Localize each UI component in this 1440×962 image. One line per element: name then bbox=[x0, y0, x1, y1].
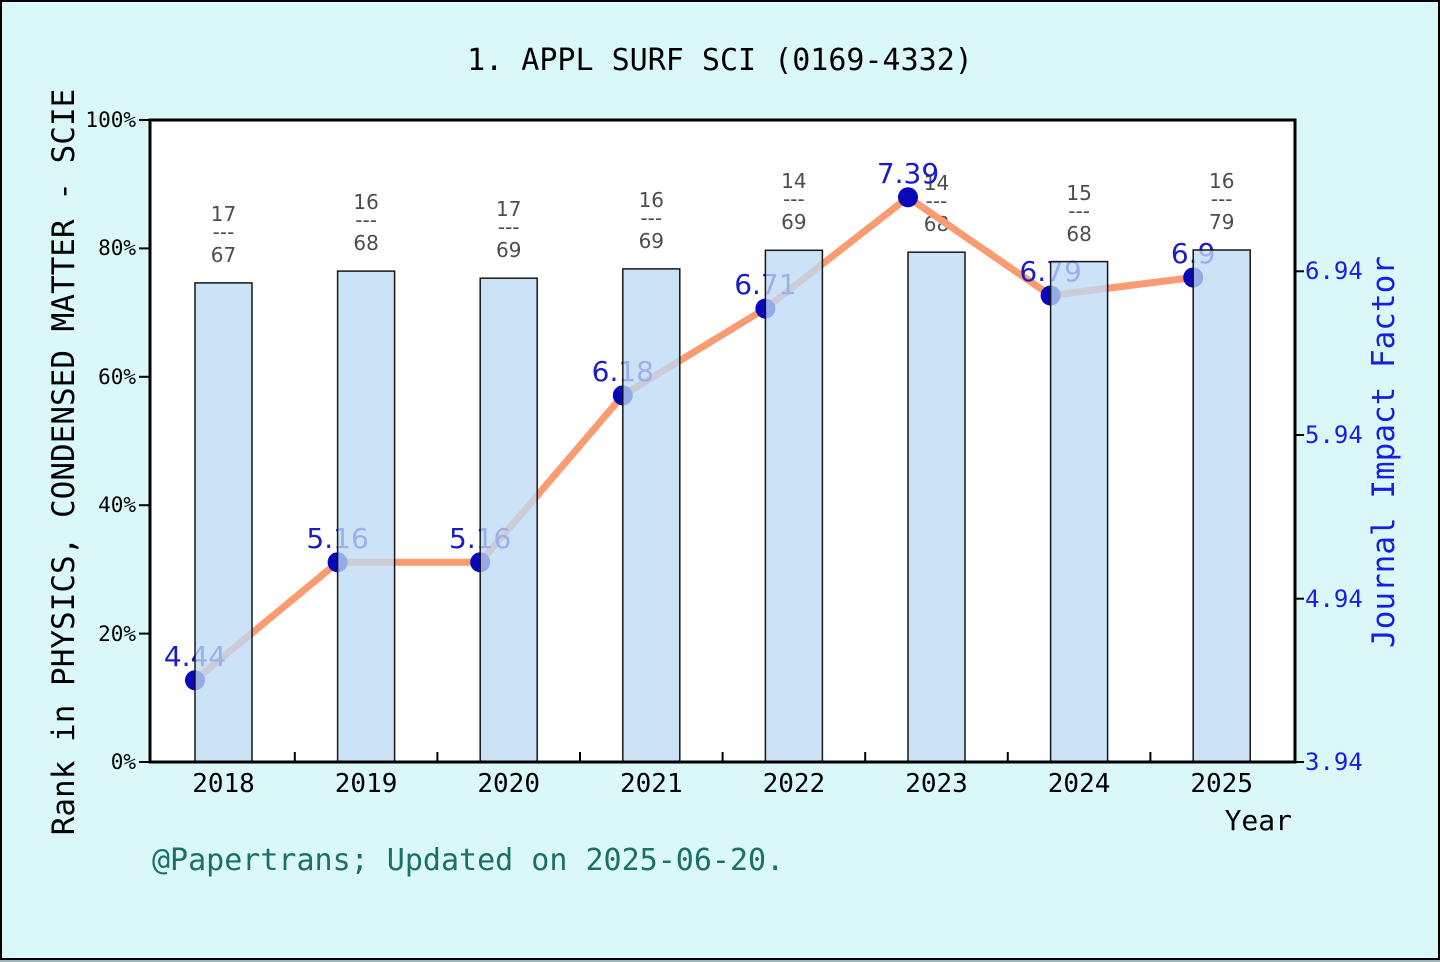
bar-2019 bbox=[336, 270, 396, 763]
fraction-2019-denominator: 68 bbox=[353, 231, 378, 255]
bar-2018 bbox=[194, 282, 253, 763]
rank-fraction-labels: 17 --- 67 16 --- 68 17 --- 69 16 --- 69 … bbox=[211, 169, 1235, 267]
bar-2025 bbox=[1192, 249, 1251, 763]
fraction-2024-numerator: 15 bbox=[1066, 181, 1091, 205]
fraction-2025-numerator: 16 bbox=[1209, 169, 1234, 193]
fraction-2019-numerator: 16 bbox=[353, 190, 378, 214]
year-label-2022: 2022 bbox=[763, 769, 826, 799]
fraction-2020-numerator: 17 bbox=[496, 197, 521, 221]
if-point-2023 bbox=[898, 187, 918, 208]
fraction-2020-denominator: 69 bbox=[496, 238, 521, 262]
year-label-2018: 2018 bbox=[192, 769, 255, 799]
year-label-2025: 2025 bbox=[1190, 769, 1253, 799]
fraction-2022-denominator: 69 bbox=[781, 210, 806, 234]
left-tick-label-0: 0% bbox=[111, 750, 137, 774]
bar-2023 bbox=[907, 251, 966, 763]
left-axis-tick-labels: 100% 80% 60% 40% 20% 0% bbox=[85, 108, 136, 774]
fraction-2021-denominator: 69 bbox=[639, 229, 664, 253]
x-axis-title: Year bbox=[1225, 804, 1292, 837]
fraction-2025-denominator: 79 bbox=[1209, 210, 1234, 234]
fraction-2020-dash: --- bbox=[498, 215, 520, 239]
left-tick-label-20: 20% bbox=[98, 622, 136, 646]
year-label-2019: 2019 bbox=[335, 769, 398, 799]
year-label-2024: 2024 bbox=[1048, 769, 1111, 799]
left-axis-title: Rank in PHYSICS, CONDENSED MATTER - SCIE bbox=[46, 89, 82, 836]
right-tick-label-394: 3.94 bbox=[1305, 748, 1363, 776]
fraction-2023-numerator: 14 bbox=[924, 171, 949, 195]
fraction-2022-numerator: 14 bbox=[781, 169, 806, 193]
right-tick-label-494: 4.94 bbox=[1305, 585, 1363, 613]
fraction-2022-dash: --- bbox=[783, 187, 805, 211]
bar-2024 bbox=[1049, 260, 1109, 763]
fraction-2023-dash: --- bbox=[926, 189, 948, 213]
year-label-2023: 2023 bbox=[905, 769, 968, 799]
bar-2021 bbox=[622, 268, 681, 763]
right-axis-tick-labels: 6.94 5.94 4.94 3.94 bbox=[1305, 257, 1363, 776]
left-tick-label-80: 80% bbox=[98, 236, 136, 260]
right-tick-label-594: 5.94 bbox=[1305, 421, 1363, 449]
fraction-2021-dash: --- bbox=[640, 206, 662, 230]
fraction-2021-numerator: 16 bbox=[639, 188, 664, 212]
plot-area bbox=[150, 120, 1295, 762]
fraction-2018-dash: --- bbox=[213, 220, 235, 244]
right-tick-label-694: 6.94 bbox=[1305, 257, 1363, 285]
axis-ticks bbox=[139, 119, 1304, 763]
fraction-2019-dash: --- bbox=[355, 208, 377, 232]
left-tick-label-100: 100% bbox=[85, 108, 136, 132]
year-label-2020: 2020 bbox=[477, 769, 540, 799]
x-axis-year-labels: 2018 2019 2020 2021 2022 2023 2024 2025 bbox=[192, 769, 1253, 799]
bar-2020 bbox=[479, 277, 538, 763]
rank-bars bbox=[194, 249, 1251, 763]
right-axis-title: Journal Impact Factor bbox=[1366, 256, 1402, 648]
footer-note: @Papertrans; Updated on 2025-06-20. bbox=[152, 843, 784, 878]
fraction-2025-dash: --- bbox=[1211, 187, 1233, 211]
if-label-2023: 7.39 bbox=[877, 157, 939, 190]
fraction-2018-numerator: 17 bbox=[211, 202, 236, 226]
fraction-2018-denominator: 67 bbox=[211, 243, 236, 267]
left-tick-label-40: 40% bbox=[98, 493, 136, 517]
chart-title: 1. APPL SURF SCI (0169-4332) bbox=[467, 43, 973, 78]
bar-2022 bbox=[764, 249, 824, 763]
year-label-2021: 2021 bbox=[620, 769, 683, 799]
left-tick-label-60: 60% bbox=[98, 365, 136, 389]
fraction-2024-denominator: 68 bbox=[1066, 222, 1091, 246]
fraction-2024-dash: --- bbox=[1068, 199, 1090, 223]
plot-border bbox=[148, 118, 1297, 764]
